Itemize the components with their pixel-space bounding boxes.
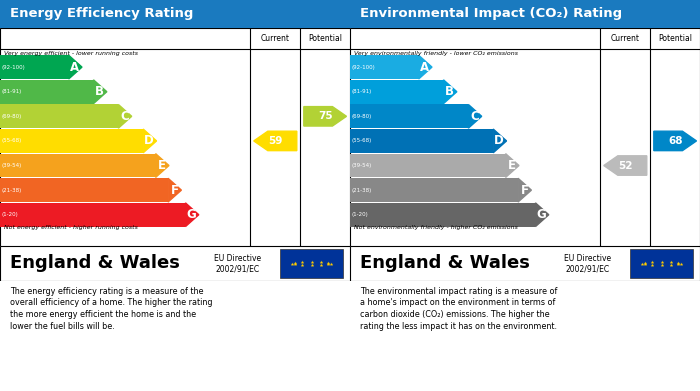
Text: 59: 59 (268, 136, 283, 146)
Polygon shape (94, 80, 107, 104)
Text: Not environmentally friendly - higher CO₂ emissions: Not environmentally friendly - higher CO… (354, 225, 517, 230)
Text: EU Directive
2002/91/EC: EU Directive 2002/91/EC (564, 254, 612, 273)
Bar (280, 249, 343, 278)
Bar (350, 154, 505, 178)
Text: 75: 75 (318, 111, 332, 121)
Text: F: F (521, 184, 528, 197)
Text: EU Directive
2002/91/EC: EU Directive 2002/91/EC (214, 254, 262, 273)
Text: (1-20): (1-20) (1, 212, 18, 217)
Polygon shape (144, 129, 157, 153)
Polygon shape (603, 156, 647, 175)
Bar (630, 249, 693, 278)
Text: C: C (120, 110, 129, 123)
Text: G: G (536, 208, 546, 221)
Text: A: A (70, 61, 79, 74)
Text: (21-38): (21-38) (351, 188, 372, 193)
Text: Energy Efficiency Rating: Energy Efficiency Rating (10, 7, 194, 20)
Text: (55-68): (55-68) (351, 138, 372, 143)
Bar (350, 203, 536, 227)
Bar (350, 104, 468, 128)
Text: B: B (445, 85, 454, 98)
Polygon shape (69, 55, 82, 79)
Text: B: B (95, 85, 104, 98)
Text: Not energy efficient - higher running costs: Not energy efficient - higher running co… (4, 225, 137, 230)
Bar (0, 129, 144, 153)
Polygon shape (168, 178, 181, 202)
Polygon shape (494, 129, 507, 153)
Text: (69-80): (69-80) (351, 114, 372, 119)
Text: (81-91): (81-91) (1, 89, 22, 94)
Text: D: D (144, 135, 154, 147)
Text: England & Wales: England & Wales (360, 255, 531, 273)
Text: Potential: Potential (658, 34, 692, 43)
Text: (92-100): (92-100) (1, 65, 25, 70)
Text: A: A (420, 61, 429, 74)
Text: England & Wales: England & Wales (10, 255, 181, 273)
Polygon shape (536, 203, 549, 227)
Polygon shape (253, 131, 297, 151)
Bar (0, 55, 69, 79)
Polygon shape (155, 154, 169, 178)
Text: (39-54): (39-54) (351, 163, 372, 168)
Bar (350, 178, 518, 202)
Polygon shape (304, 107, 346, 126)
Polygon shape (518, 178, 531, 202)
Text: F: F (171, 184, 178, 197)
Text: (69-80): (69-80) (1, 114, 22, 119)
Text: 68: 68 (668, 136, 682, 146)
Text: Very energy efficient - lower running costs: Very energy efficient - lower running co… (4, 51, 137, 56)
Bar (0, 154, 155, 178)
Text: (92-100): (92-100) (351, 65, 375, 70)
Text: (21-38): (21-38) (1, 188, 22, 193)
Bar (0, 104, 118, 128)
Bar (350, 55, 419, 79)
Polygon shape (468, 104, 482, 128)
Polygon shape (186, 203, 199, 227)
Bar (350, 129, 494, 153)
Text: Current: Current (611, 34, 640, 43)
Text: Environmental Impact (CO₂) Rating: Environmental Impact (CO₂) Rating (360, 7, 622, 20)
Text: The energy efficiency rating is a measure of the
overall efficiency of a home. T: The energy efficiency rating is a measur… (10, 287, 213, 331)
Text: (39-54): (39-54) (1, 163, 22, 168)
Polygon shape (444, 80, 457, 104)
Text: (81-91): (81-91) (351, 89, 372, 94)
Text: The environmental impact rating is a measure of
a home's impact on the environme: The environmental impact rating is a mea… (360, 287, 558, 331)
Text: (55-68): (55-68) (1, 138, 22, 143)
Bar (0, 203, 186, 227)
Polygon shape (654, 131, 696, 151)
Text: E: E (508, 159, 516, 172)
Polygon shape (118, 104, 132, 128)
Text: Very environmentally friendly - lower CO₂ emissions: Very environmentally friendly - lower CO… (354, 51, 517, 56)
Text: 52: 52 (618, 161, 633, 170)
Text: D: D (494, 135, 504, 147)
Bar (0, 178, 168, 202)
Text: Current: Current (261, 34, 290, 43)
Text: G: G (186, 208, 196, 221)
Polygon shape (505, 154, 519, 178)
Text: Potential: Potential (308, 34, 342, 43)
Polygon shape (419, 55, 432, 79)
Bar (0, 80, 94, 104)
Text: E: E (158, 159, 166, 172)
Text: C: C (470, 110, 479, 123)
Text: (1-20): (1-20) (351, 212, 368, 217)
Bar (350, 80, 444, 104)
